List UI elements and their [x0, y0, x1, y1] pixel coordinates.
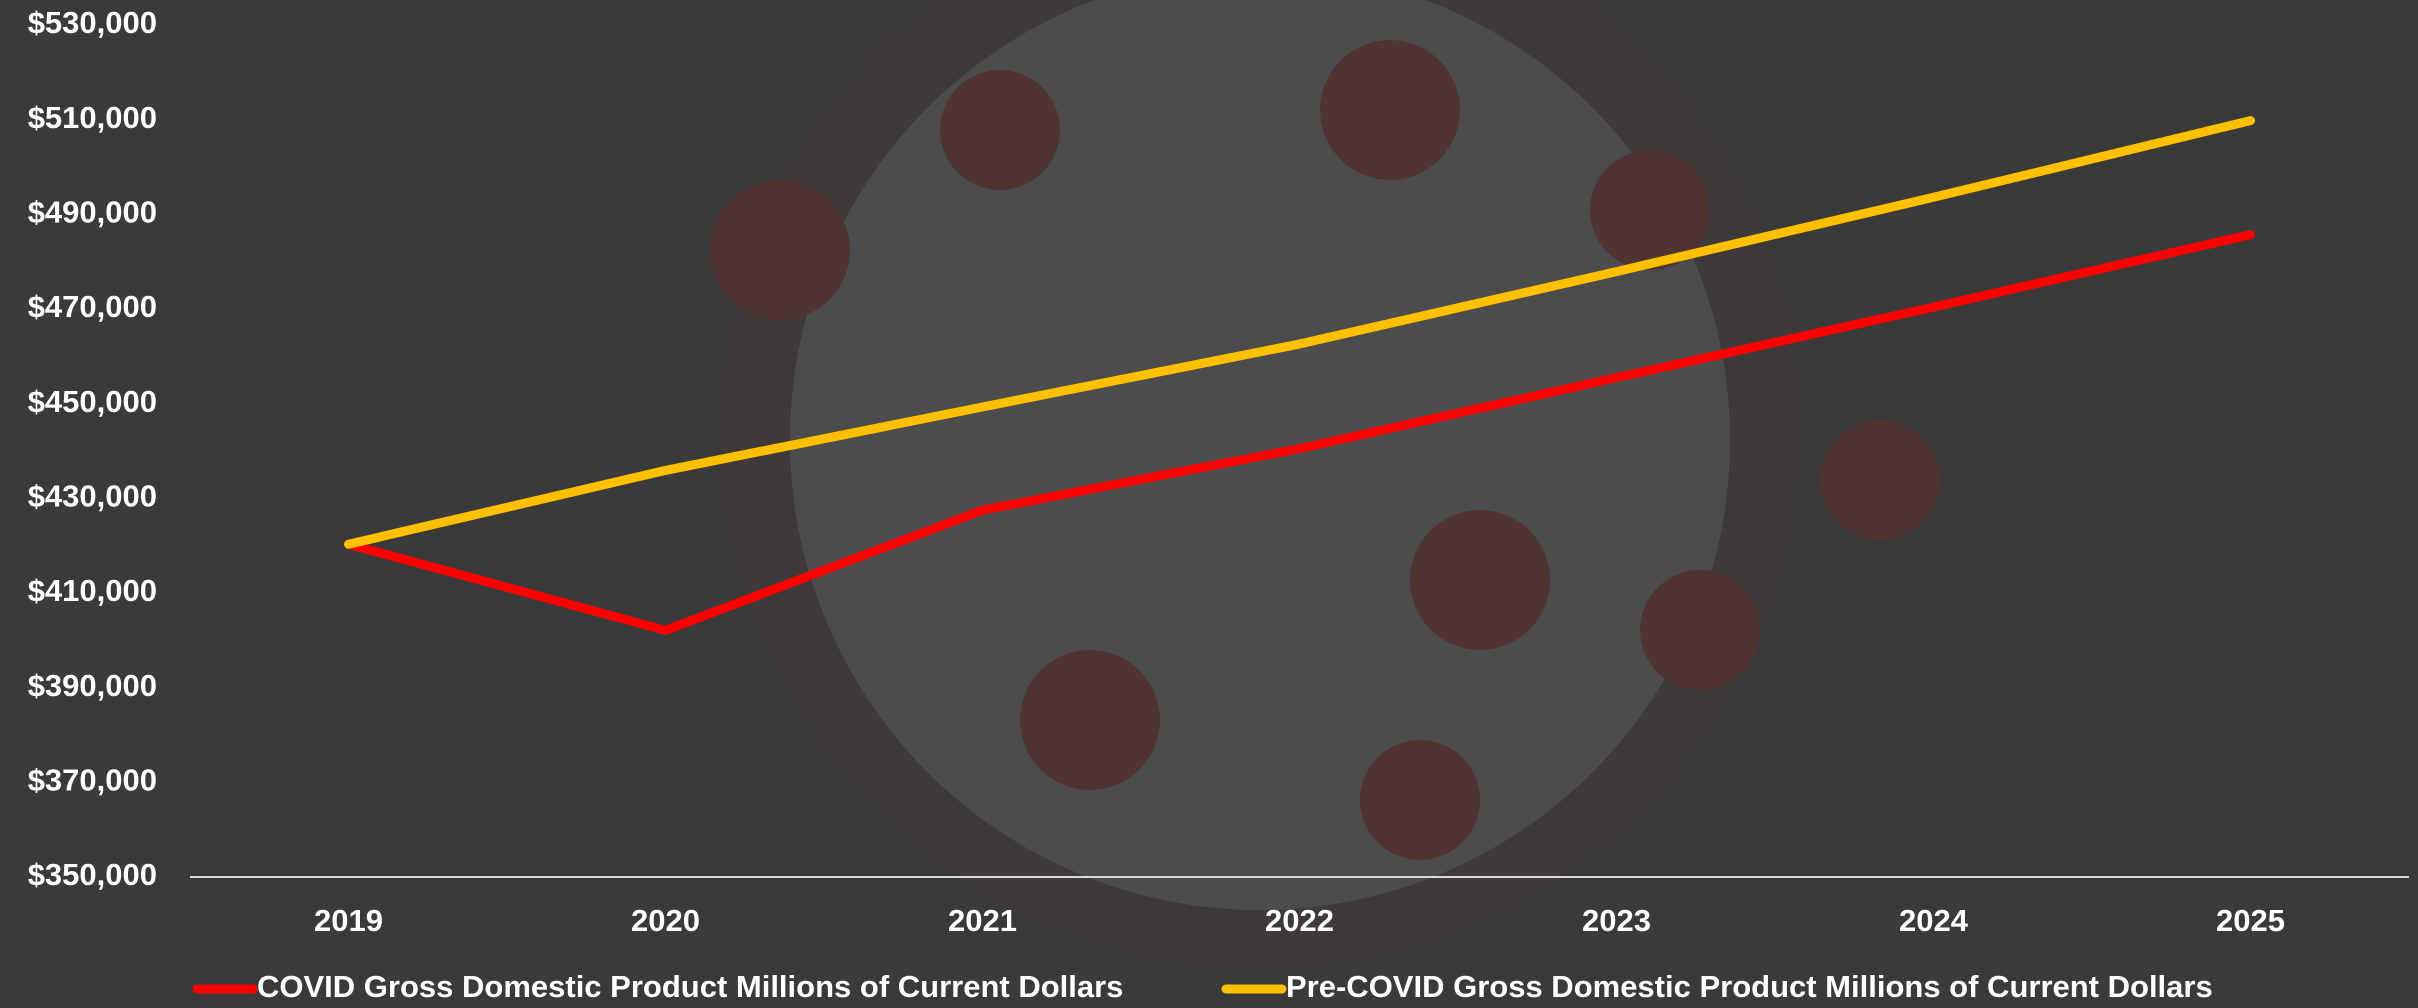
- series-line: [344, 230, 2255, 635]
- y-tick-label: $430,000: [28, 479, 157, 514]
- y-tick-label: $450,000: [28, 384, 157, 419]
- y-tick-label: $530,000: [28, 5, 157, 40]
- legend-label: Pre-COVID Gross Domestic Product Million…: [1286, 969, 2213, 1004]
- x-tick-label: 2022: [1265, 903, 1334, 938]
- series-line: [344, 116, 2255, 549]
- y-tick-label: $350,000: [28, 857, 157, 892]
- x-tick-label: 2020: [631, 903, 700, 938]
- x-tick-label: 2019: [314, 903, 383, 938]
- x-tick-label: 2023: [1582, 903, 1651, 938]
- background-virus: [710, 0, 1940, 970]
- y-tick-label: $370,000: [28, 763, 157, 798]
- y-tick-label: $410,000: [28, 573, 157, 608]
- x-tick-label: 2025: [2216, 903, 2285, 938]
- x-tick-label: 2021: [948, 903, 1017, 938]
- legend-label: COVID Gross Domestic Product Millions of…: [257, 969, 1123, 1004]
- y-tick-label: $470,000: [28, 289, 157, 324]
- y-tick-label: $390,000: [28, 668, 157, 703]
- x-tick-label: 2024: [1899, 903, 1969, 938]
- y-tick-label: $490,000: [28, 195, 157, 230]
- y-tick-label: $510,000: [28, 100, 157, 135]
